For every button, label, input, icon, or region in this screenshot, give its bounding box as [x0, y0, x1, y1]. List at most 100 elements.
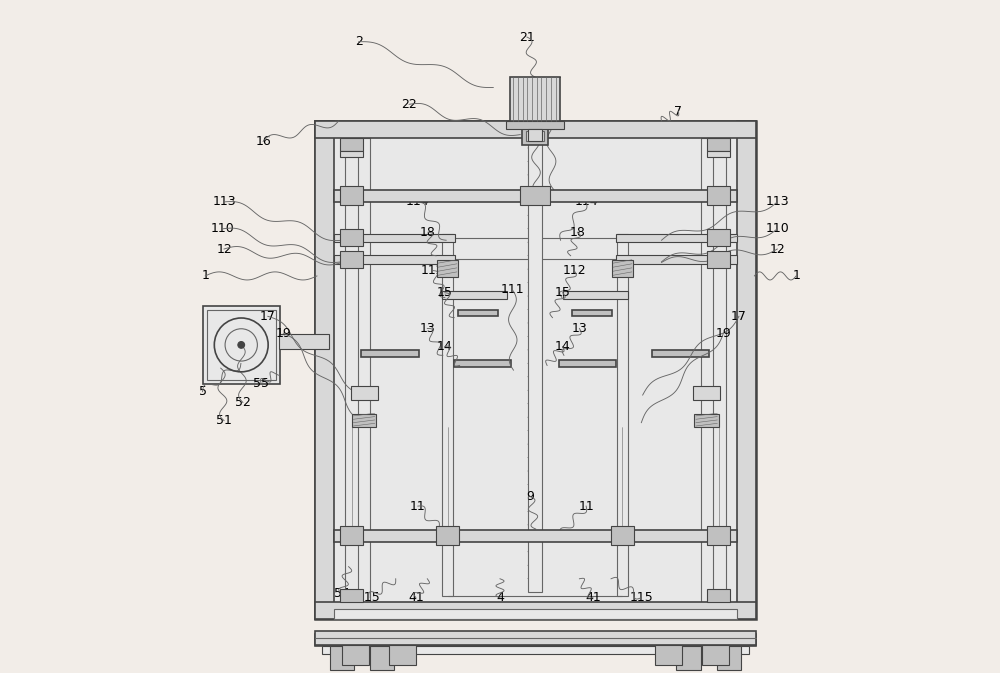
Text: 112: 112 — [562, 264, 586, 277]
Bar — [707, 526, 730, 545]
Bar — [707, 138, 730, 151]
Bar — [528, 129, 542, 141]
Bar — [711, 138, 726, 602]
Text: 7: 7 — [674, 104, 682, 118]
Bar — [707, 186, 730, 205]
Text: 15: 15 — [555, 286, 571, 299]
Bar — [334, 255, 455, 264]
Text: 114: 114 — [406, 195, 430, 209]
Text: 115: 115 — [629, 591, 653, 604]
Bar — [340, 229, 363, 246]
Bar — [559, 360, 616, 367]
Bar — [315, 634, 756, 646]
Bar — [522, 128, 548, 145]
Text: 1: 1 — [792, 269, 800, 283]
Bar — [334, 530, 737, 542]
Bar — [676, 646, 701, 670]
Bar — [701, 138, 713, 602]
Text: 11: 11 — [410, 499, 426, 513]
Text: 19: 19 — [716, 326, 731, 340]
Text: 2: 2 — [355, 35, 363, 48]
Text: 14: 14 — [555, 340, 570, 353]
Bar — [315, 121, 756, 138]
Bar — [737, 121, 756, 619]
Bar — [352, 414, 376, 427]
Text: 9: 9 — [526, 490, 534, 503]
Text: 18: 18 — [569, 225, 585, 239]
Bar — [351, 386, 378, 400]
Text: 19: 19 — [275, 326, 291, 340]
Bar — [707, 589, 730, 602]
Bar — [315, 121, 334, 619]
Text: 1: 1 — [201, 269, 209, 283]
Text: 17: 17 — [260, 310, 276, 323]
Bar — [612, 260, 633, 277]
Bar — [707, 151, 730, 157]
Bar — [324, 130, 747, 610]
Bar — [207, 310, 276, 380]
Bar — [358, 138, 370, 602]
Text: 16: 16 — [255, 135, 271, 148]
Bar — [528, 121, 542, 592]
Bar — [616, 255, 737, 264]
Text: 55: 55 — [253, 377, 269, 390]
Bar — [655, 645, 682, 665]
Text: 22: 22 — [401, 98, 417, 111]
Bar — [442, 291, 507, 299]
Text: 115: 115 — [357, 591, 381, 604]
Bar — [520, 186, 550, 205]
Text: 113: 113 — [212, 195, 236, 209]
Text: 21: 21 — [519, 30, 535, 44]
Text: 11: 11 — [578, 499, 594, 513]
Bar — [510, 77, 560, 121]
Bar — [506, 121, 564, 129]
Text: 12: 12 — [769, 242, 785, 256]
Bar — [361, 350, 419, 357]
Text: 41: 41 — [408, 591, 424, 604]
Bar — [454, 360, 511, 367]
Bar — [342, 645, 369, 665]
Text: 18: 18 — [420, 225, 436, 239]
Text: 110: 110 — [765, 222, 789, 236]
Bar — [652, 350, 709, 357]
Bar — [340, 138, 363, 151]
Bar — [279, 334, 329, 349]
Bar — [707, 251, 730, 268]
Bar — [526, 131, 544, 141]
Text: 113: 113 — [765, 195, 789, 209]
Text: 51: 51 — [216, 414, 232, 427]
Bar — [345, 138, 359, 602]
Bar — [315, 121, 756, 619]
Bar — [315, 602, 756, 619]
Bar — [572, 310, 612, 316]
Text: 54: 54 — [334, 587, 350, 600]
Text: 3: 3 — [530, 96, 538, 109]
Text: 5: 5 — [199, 385, 207, 398]
Text: 110: 110 — [211, 222, 235, 236]
Text: 14: 14 — [437, 340, 453, 353]
Bar — [315, 631, 756, 645]
Text: 12: 12 — [216, 242, 232, 256]
Bar — [322, 646, 749, 654]
Text: 52: 52 — [235, 396, 251, 409]
Text: 13: 13 — [572, 322, 587, 335]
Bar — [617, 234, 628, 596]
Text: 13: 13 — [419, 322, 435, 335]
Bar — [616, 234, 737, 242]
Bar — [340, 526, 363, 545]
Text: 4: 4 — [496, 591, 504, 604]
Text: 41: 41 — [585, 591, 601, 604]
Bar — [702, 645, 729, 665]
Bar — [389, 645, 416, 665]
Bar — [563, 291, 628, 299]
Bar — [436, 526, 459, 545]
Bar — [340, 251, 363, 268]
Text: 111: 111 — [500, 283, 524, 296]
Bar — [437, 260, 458, 277]
Bar — [458, 310, 498, 316]
Bar — [340, 151, 363, 157]
Bar — [717, 646, 741, 670]
Bar — [442, 234, 453, 596]
Text: 15: 15 — [437, 286, 453, 299]
Text: 17: 17 — [731, 310, 747, 323]
